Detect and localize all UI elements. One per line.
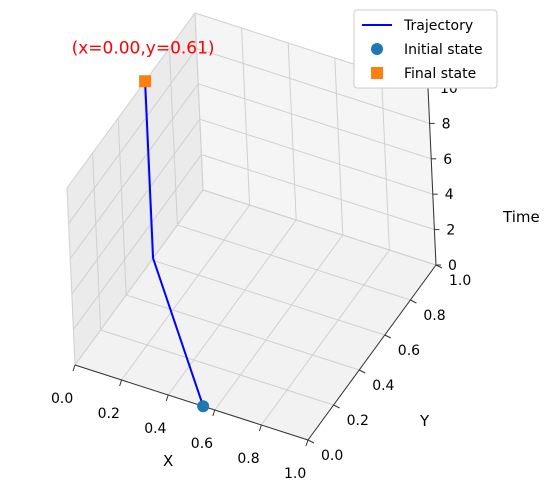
y-tick-label: 1.0	[449, 273, 471, 289]
z-tick-label: 0	[448, 258, 457, 274]
z-axis-line	[427, 87, 437, 266]
x-axis-label: X	[163, 452, 173, 470]
y-tick-label: 0.2	[347, 413, 369, 429]
y-axis-label: Y	[419, 412, 430, 430]
z-tick-label: 6	[443, 152, 452, 168]
x-tick-label: 0.0	[51, 391, 73, 407]
z-tick-label: 8	[442, 116, 451, 132]
x-tick-label: 0.2	[98, 406, 120, 422]
axis-lines	[74, 87, 437, 441]
x-tick-label: 0.8	[237, 451, 259, 467]
x-tick-label: 0.6	[191, 436, 213, 452]
legend: Trajectory Initial state Final state	[353, 9, 498, 89]
legend-box	[353, 9, 498, 89]
y-tick-label: 0.8	[423, 308, 445, 324]
z-grid-line	[72, 154, 435, 330]
x-axis-line	[74, 364, 309, 441]
axis-panes	[67, 13, 436, 440]
y-tick-mark	[333, 404, 340, 409]
z-grid-line	[74, 189, 437, 366]
legend-square-swatch	[371, 67, 383, 79]
y-tick-mark	[410, 299, 417, 304]
z-grid-line	[69, 83, 432, 260]
tick-labels: 0.00.20.40.60.81.00.00.20.40.60.81.00246…	[51, 81, 471, 482]
z-grid-line	[71, 118, 433, 295]
trajectory-line	[144, 81, 205, 407]
final-state-annotation: (x=0.00,y=0.61)	[72, 38, 215, 58]
x-tick-label: 1.0	[284, 466, 306, 482]
initial-state-marker	[197, 400, 210, 413]
y-tick-label: 0.6	[398, 343, 420, 359]
x-tick-mark	[305, 439, 309, 447]
y-tick-label: 0.0	[321, 448, 343, 464]
x-tick-mark	[258, 424, 262, 432]
x-tick-mark	[72, 364, 76, 372]
y-axis-line	[307, 264, 437, 441]
legend-circle-swatch	[371, 43, 383, 55]
legend-label: Trajectory	[403, 18, 473, 34]
final-state-marker	[139, 75, 152, 88]
z-grid-line	[66, 12, 429, 189]
x-tick-label: 0.4	[144, 421, 166, 437]
legend-label: Final state	[404, 66, 476, 82]
plot-area: (x=0.00,y=0.61)	[72, 38, 215, 413]
z-tick-label: 4	[445, 187, 454, 203]
y-tick-mark	[307, 439, 315, 444]
z-tick-label: 2	[446, 223, 455, 239]
legend-label: Initial state	[404, 42, 483, 58]
z-grid-line	[68, 47, 430, 224]
z-axis-label: Time	[502, 208, 540, 226]
y-tick-mark	[384, 334, 392, 339]
y-tick-label: 0.4	[372, 378, 394, 394]
floor-pane	[75, 190, 436, 440]
y-tick-mark	[358, 369, 366, 374]
x-tick-mark	[212, 409, 216, 417]
x-tick-mark	[165, 394, 169, 402]
left-wall-pane	[67, 13, 203, 365]
x-tick-mark	[119, 379, 123, 387]
